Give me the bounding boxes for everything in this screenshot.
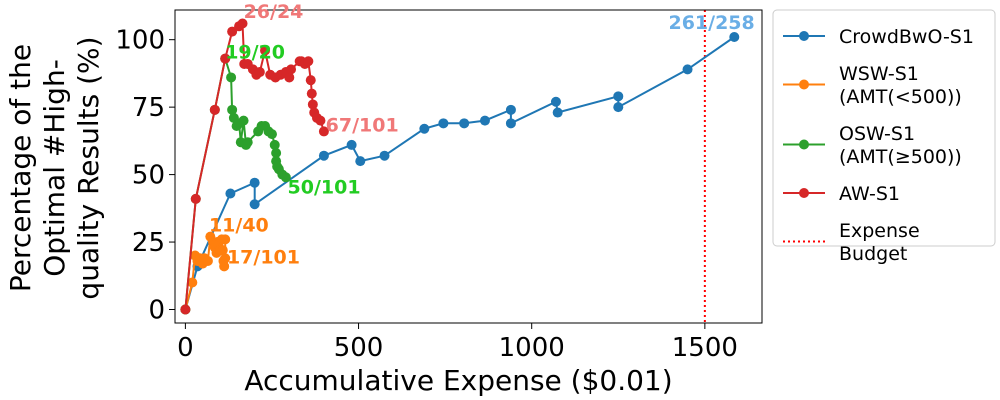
data-point <box>552 107 563 118</box>
annotation-label: 50/101 <box>288 176 361 198</box>
data-point <box>271 148 282 159</box>
legend-label: (AMT(≥500)) <box>839 146 962 168</box>
data-point <box>318 126 329 137</box>
data-point <box>225 188 236 199</box>
axes: 0 500 1000 1500 0 25 50 75 100 Accumulative Expen… <box>4 9 763 397</box>
data-point <box>220 253 231 264</box>
data-point <box>379 150 390 161</box>
data-point <box>479 115 490 126</box>
data-point <box>217 245 228 256</box>
data-point <box>286 64 297 75</box>
annotation-label: 26/24 <box>244 1 304 23</box>
data-point <box>613 91 624 102</box>
data-point <box>318 150 329 161</box>
data-point <box>307 99 318 110</box>
data-point <box>237 18 248 29</box>
y-axis-label-line: quality Results (%) <box>72 36 105 299</box>
series-aw-s1 <box>180 18 329 315</box>
annotation-label: 11/40 <box>209 214 269 236</box>
y-tick-label: 25 <box>132 228 165 258</box>
data-point <box>682 64 693 75</box>
legend-marker <box>799 139 809 150</box>
legend-label: AW-S1 <box>839 183 900 205</box>
y-tick-label: 50 <box>132 161 165 191</box>
data-point <box>209 104 220 115</box>
data-point <box>227 104 238 115</box>
x-tick-label: 500 <box>334 333 384 363</box>
legend-label: (AMT(<500)) <box>839 86 962 108</box>
y-axis-label-line: Percentage of the <box>4 44 37 292</box>
data-point <box>226 72 237 83</box>
legend-box <box>772 9 996 247</box>
data-point <box>266 129 277 140</box>
data-point <box>254 67 265 78</box>
data-point <box>505 118 516 129</box>
legend-marker <box>799 31 809 41</box>
x-tick-label: 1500 <box>672 333 738 363</box>
data-point <box>284 72 295 83</box>
series-osw-s1 <box>180 53 291 315</box>
plot-area <box>180 10 740 323</box>
legend-label: OSW-S1 <box>839 123 915 145</box>
annotations: 261/258 26/24 19/20 67/101 50/101 11/40 17/101 <box>209 1 755 269</box>
data-point <box>190 193 201 204</box>
legend: CrowdBwO-S1 WSW-S1(AMT(<500)) OSW-S1(AMT(≥… <box>772 9 996 265</box>
data-point <box>419 123 430 134</box>
data-point <box>220 234 231 245</box>
data-point <box>220 53 231 64</box>
legend-marker <box>799 79 809 90</box>
data-point <box>315 115 326 126</box>
y-tick-label: 100 <box>115 26 165 56</box>
data-point <box>505 104 516 115</box>
data-point <box>180 304 191 315</box>
legend-label: CrowdBwO-S1 <box>839 26 974 48</box>
y-tick-label: 0 <box>148 296 165 326</box>
legend-entry: OSW-S1(AMT(≥500)) <box>783 123 962 168</box>
y-axis-label: Percentage of theOptimal #High-quality R… <box>4 36 105 299</box>
legend-entry: WSW-S1(AMT(<500)) <box>783 63 962 108</box>
data-point <box>459 118 470 129</box>
legend-label: Budget <box>839 243 907 265</box>
x-tick-label: 0 <box>177 333 194 363</box>
legend-label: WSW-S1 <box>839 63 919 85</box>
data-point <box>729 31 740 42</box>
data-point <box>202 255 213 266</box>
data-point <box>249 199 260 210</box>
legend-marker <box>799 188 809 198</box>
annotation-label: 67/101 <box>326 114 399 136</box>
data-point <box>305 75 316 86</box>
annotation-label: 261/258 <box>668 12 754 34</box>
axes-frame <box>174 9 763 324</box>
data-point <box>260 45 271 56</box>
data-point <box>613 102 624 113</box>
data-point <box>249 177 260 188</box>
data-point <box>306 88 317 99</box>
series-crowdbwo-s1 <box>180 31 740 315</box>
legend-entry: AW-S1 <box>783 183 900 205</box>
x-axis-label: Accumulative Expense ($0.01) <box>244 364 672 397</box>
x-tick-label: 1000 <box>499 333 565 363</box>
data-point <box>227 26 238 37</box>
data-point <box>242 137 253 148</box>
data-point <box>280 172 291 183</box>
data-point <box>550 96 561 107</box>
data-point <box>269 139 280 150</box>
legend-entry: CrowdBwO-S1 <box>783 26 974 48</box>
y-axis-label-line: Optimal #High- <box>38 59 71 277</box>
data-point <box>303 56 314 67</box>
data-point <box>355 156 366 167</box>
data-point <box>238 115 249 126</box>
data-point <box>346 139 357 150</box>
data-point <box>438 118 449 129</box>
data-point <box>187 277 198 288</box>
annotation-label: 17/101 <box>227 247 300 269</box>
data-point <box>219 261 230 272</box>
annotation-label: 19/20 <box>225 42 285 64</box>
series-line <box>184 58 287 310</box>
legend-label: Expense <box>839 220 920 242</box>
y-tick-label: 75 <box>132 93 165 123</box>
